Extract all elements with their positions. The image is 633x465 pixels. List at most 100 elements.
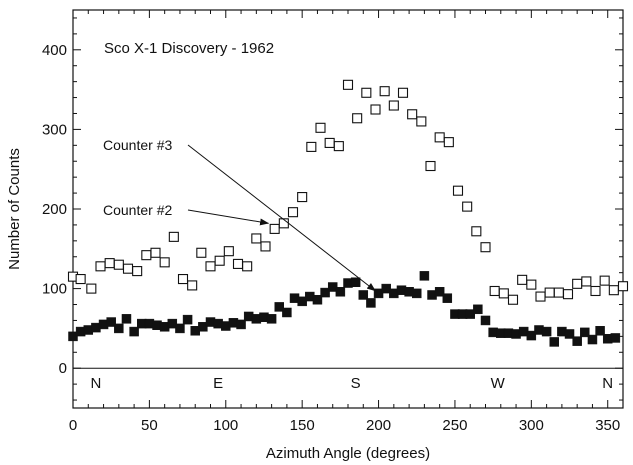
data-point-filled bbox=[587, 334, 598, 345]
data-point-open bbox=[397, 87, 409, 98]
data-point-open bbox=[480, 242, 491, 253]
data-point-open bbox=[86, 283, 97, 294]
data-point-filled bbox=[412, 288, 422, 299]
direction-label: W bbox=[491, 375, 506, 392]
annotation-label: Counter #3 bbox=[103, 137, 172, 153]
data-point-filled bbox=[106, 317, 116, 327]
y-tick-label: 400 bbox=[42, 42, 67, 59]
data-point-filled bbox=[549, 337, 559, 347]
data-point-filled bbox=[320, 287, 330, 298]
data-point-filled bbox=[595, 326, 605, 336]
data-point-filled bbox=[381, 283, 391, 294]
data-point-open bbox=[205, 261, 216, 272]
data-point-open bbox=[177, 273, 189, 285]
direction-label: E bbox=[213, 375, 223, 392]
data-point-filled bbox=[473, 304, 483, 315]
data-point-open bbox=[287, 207, 299, 218]
data-point-filled bbox=[266, 314, 277, 324]
data-point-open bbox=[260, 241, 271, 252]
data-point-filled bbox=[541, 326, 552, 337]
data-point-open bbox=[104, 258, 115, 269]
data-point-open bbox=[443, 137, 454, 148]
y-axis-title: Number of Counts bbox=[6, 148, 23, 270]
x-tick-label: 150 bbox=[290, 417, 315, 434]
x-tick-label: 0 bbox=[69, 417, 77, 434]
annotations: Counter #3 Counter #2 bbox=[103, 137, 376, 292]
x-tick-label: 300 bbox=[519, 417, 544, 434]
y-tick-label: 300 bbox=[42, 121, 67, 138]
x-tick-label: 100 bbox=[213, 417, 238, 434]
data-point-open bbox=[159, 257, 170, 268]
y-tick-label: 100 bbox=[42, 281, 67, 298]
data-point-open bbox=[324, 137, 335, 148]
data-point-filled bbox=[198, 322, 208, 332]
series-counter-3-filled-squares bbox=[68, 271, 621, 347]
data-point-filled bbox=[114, 323, 124, 334]
data-point-open bbox=[242, 261, 253, 272]
x-tick-label: 200 bbox=[366, 417, 391, 434]
data-point-open bbox=[471, 226, 482, 237]
data-point-open bbox=[269, 223, 280, 234]
data-point-open bbox=[141, 250, 152, 261]
data-point-filled bbox=[564, 329, 575, 339]
data-point-filled bbox=[434, 287, 445, 297]
data-point-open bbox=[352, 113, 363, 124]
data-point-filled bbox=[373, 288, 384, 299]
data-point-open bbox=[214, 255, 225, 266]
data-point-open bbox=[306, 141, 317, 152]
data-point-filled bbox=[327, 282, 338, 292]
data-point-open bbox=[388, 100, 399, 111]
data-point-open bbox=[342, 79, 354, 90]
x-tick-label: 350 bbox=[595, 417, 620, 434]
data-point-open bbox=[562, 289, 574, 300]
x-tick-label: 250 bbox=[442, 417, 467, 434]
data-point-open bbox=[75, 273, 86, 285]
data-point-open bbox=[407, 109, 418, 120]
data-point-open bbox=[251, 233, 262, 244]
data-point-filled bbox=[572, 336, 582, 346]
data-point-open bbox=[379, 86, 390, 97]
data-point-open bbox=[599, 275, 610, 286]
data-point-open bbox=[517, 274, 528, 285]
data-point-open bbox=[297, 192, 308, 203]
data-point-open bbox=[535, 291, 546, 302]
data-point-open bbox=[187, 280, 198, 291]
data-point-open bbox=[608, 285, 619, 296]
data-point-open bbox=[416, 116, 427, 127]
series-counter-2-open-squares bbox=[67, 79, 629, 305]
data-point-open bbox=[370, 104, 381, 115]
data-point-filled bbox=[282, 307, 292, 318]
axis-ticks bbox=[72, 10, 624, 408]
direction-label: N bbox=[90, 375, 101, 392]
data-point-open bbox=[462, 201, 473, 212]
data-point-open bbox=[434, 132, 445, 143]
data-point-filled bbox=[129, 326, 139, 337]
data-point-filled bbox=[335, 287, 346, 297]
data-point-open bbox=[122, 263, 134, 274]
data-point-filled bbox=[68, 331, 78, 342]
annotation-arrow bbox=[187, 209, 270, 226]
data-point-open bbox=[507, 294, 519, 305]
data-point-open bbox=[526, 279, 537, 290]
x-axis-title: Azimuth Angle (degrees) bbox=[266, 445, 430, 462]
data-point-open bbox=[452, 185, 464, 196]
data-point-open bbox=[498, 288, 509, 299]
data-point-open bbox=[95, 261, 106, 272]
data-point-filled bbox=[182, 314, 193, 325]
data-point-filled bbox=[274, 302, 284, 312]
chart-title: Sco X-1 Discovery - 1962 bbox=[104, 40, 274, 57]
data-point-filled bbox=[167, 318, 178, 329]
data-point-filled bbox=[297, 296, 307, 307]
direction-label: N bbox=[602, 375, 613, 392]
data-point-filled bbox=[419, 271, 430, 281]
data-point-filled bbox=[442, 293, 453, 303]
annotation-label: Counter #2 bbox=[103, 202, 172, 218]
x-tick-label: 50 bbox=[141, 417, 158, 434]
tick-labels: 0 50 100 150 200 250 300 350 0 100 200 300 400 bbox=[42, 42, 620, 434]
data-point-open bbox=[425, 160, 436, 172]
data-point-open bbox=[168, 231, 179, 242]
data-point-filled bbox=[121, 314, 132, 324]
annotation-arrow bbox=[187, 144, 376, 292]
